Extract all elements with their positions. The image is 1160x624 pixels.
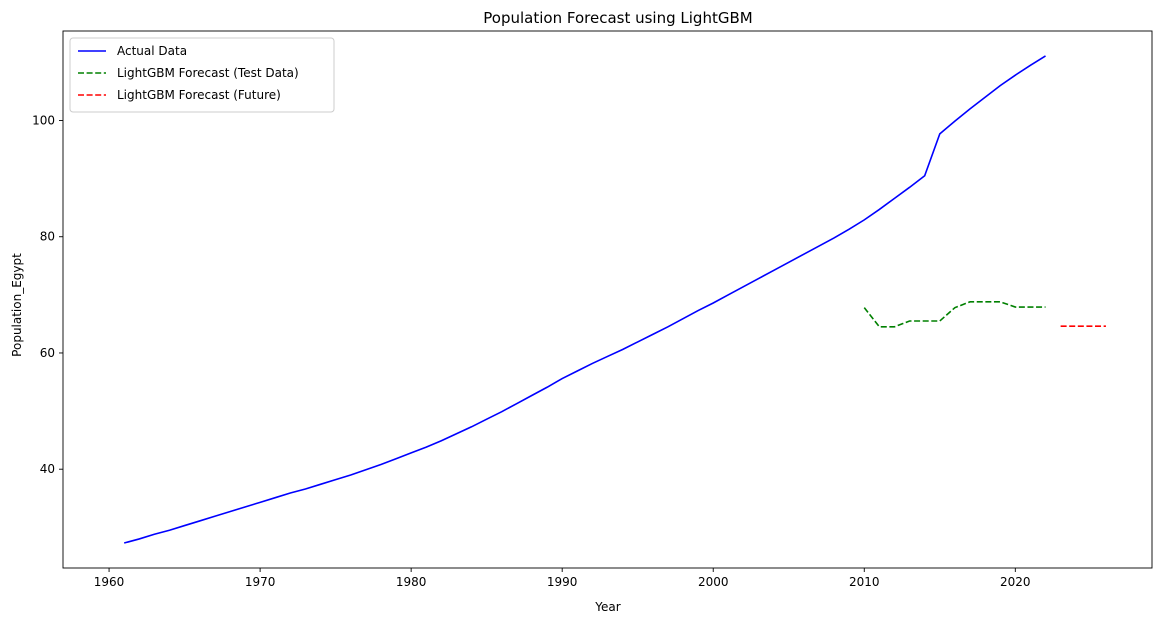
- x-tick-label: 1980: [396, 575, 427, 589]
- series-line-2: [863, 301, 1046, 328]
- x-axis-label: Year: [594, 600, 620, 614]
- x-tick-label: 1960: [94, 575, 125, 589]
- legend-label: LightGBM Forecast (Test Data): [117, 66, 299, 80]
- legend-label: LightGBM Forecast (Future): [117, 88, 281, 102]
- x-tick-label: 2020: [1000, 575, 1031, 589]
- x-tick-label: 1990: [547, 575, 578, 589]
- legend-label: Actual Data: [117, 44, 187, 58]
- y-tick-label: 60: [40, 346, 55, 360]
- y-axis-label: Population_Egypt: [10, 253, 24, 357]
- y-tick-label: 40: [40, 462, 55, 476]
- plot-area: 1960 1970 1980 1990 2000 2010 2020 40 60 80 100 Act…: [32, 30, 1153, 589]
- legend-box: [69, 37, 335, 113]
- y-tick-label: 100: [32, 114, 55, 128]
- plot-frame: [62, 30, 1153, 569]
- x-tick-label: 2000: [698, 575, 729, 589]
- chart-title: Population Forecast using LightGBM: [483, 9, 752, 27]
- x-tick-label: 1970: [245, 575, 276, 589]
- y-tick-label: 80: [40, 230, 55, 244]
- x-tick-label: 2010: [849, 575, 880, 589]
- series-line-1: [123, 55, 1046, 544]
- legend: Actual Data LightGBM Forecast (Test Data)…: [69, 37, 335, 113]
